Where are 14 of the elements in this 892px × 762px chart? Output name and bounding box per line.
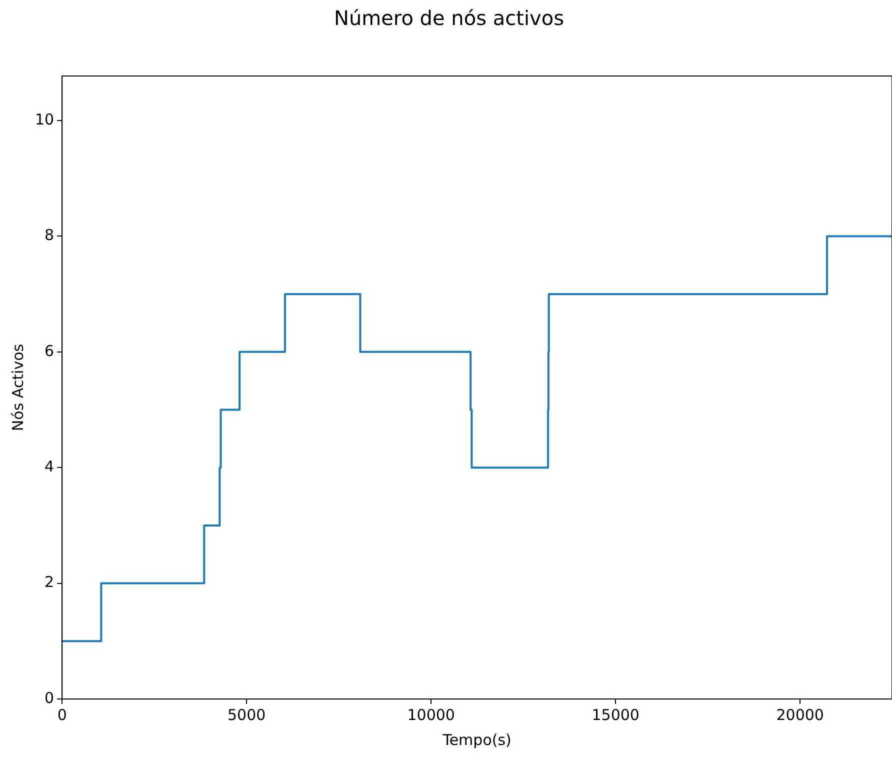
y-axis-title: Nós Activos — [8, 344, 27, 432]
y-tick-label: 6 — [44, 342, 54, 360]
x-tick-label: 5000 — [228, 706, 266, 724]
y-tick-label: 4 — [44, 458, 54, 476]
x-axis-title: Tempo(s) — [442, 730, 512, 749]
x-tick-label: 0 — [57, 706, 67, 724]
y-tick-label: 0 — [44, 688, 54, 707]
y-tick-label: 2 — [44, 573, 54, 592]
x-tick-label: 15000 — [592, 706, 640, 724]
y-tick-label: 8 — [44, 226, 54, 244]
x-tick-label: 10000 — [407, 706, 455, 724]
y-tick-label: 10 — [34, 110, 54, 128]
x-tick-label: 20000 — [776, 706, 824, 724]
chart-title: Número de nós activos — [334, 6, 564, 30]
